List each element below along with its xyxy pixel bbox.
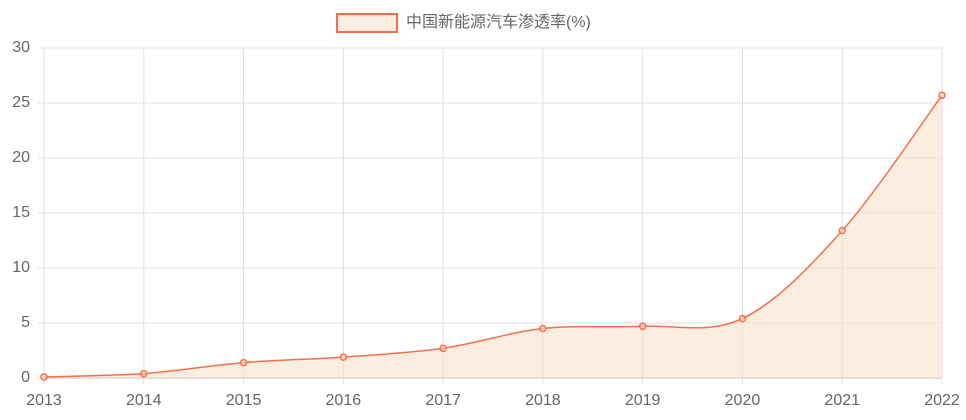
area [44, 95, 942, 379]
y-tick-label: 10 [12, 259, 30, 276]
x-tick-label: 2018 [525, 392, 561, 409]
x-tick-label: 2022 [924, 392, 960, 409]
point [140, 369, 148, 378]
y-tick-label: 25 [12, 94, 30, 111]
y-tick-label: 30 [12, 39, 30, 56]
x-tick-label: 2021 [824, 392, 860, 409]
x-tick-label: 2016 [326, 392, 362, 409]
point [339, 353, 348, 361]
legend-swatch [336, 13, 398, 33]
point [239, 358, 248, 367]
point [738, 314, 747, 323]
line [43, 94, 943, 378]
point [838, 226, 846, 235]
x-tick-label: 2015 [226, 392, 262, 409]
point [638, 322, 647, 331]
y-tick-label: 20 [12, 149, 30, 166]
y-tick-label: 0 [21, 369, 30, 386]
x-tick-label: 2019 [625, 392, 661, 409]
x-tick-label: 2014 [126, 392, 162, 409]
point [40, 373, 48, 381]
x-tick-label: 2020 [725, 392, 761, 409]
y-tick-label: 15 [12, 204, 30, 221]
point [439, 344, 447, 353]
point [539, 324, 547, 333]
x-tick-label: 2013 [26, 392, 62, 409]
point [938, 91, 946, 100]
legend-label: 中国新能源汽车渗透率(%) [406, 13, 591, 31]
y-tick-label: 5 [21, 314, 30, 331]
x-tick-label: 2017 [425, 392, 461, 409]
